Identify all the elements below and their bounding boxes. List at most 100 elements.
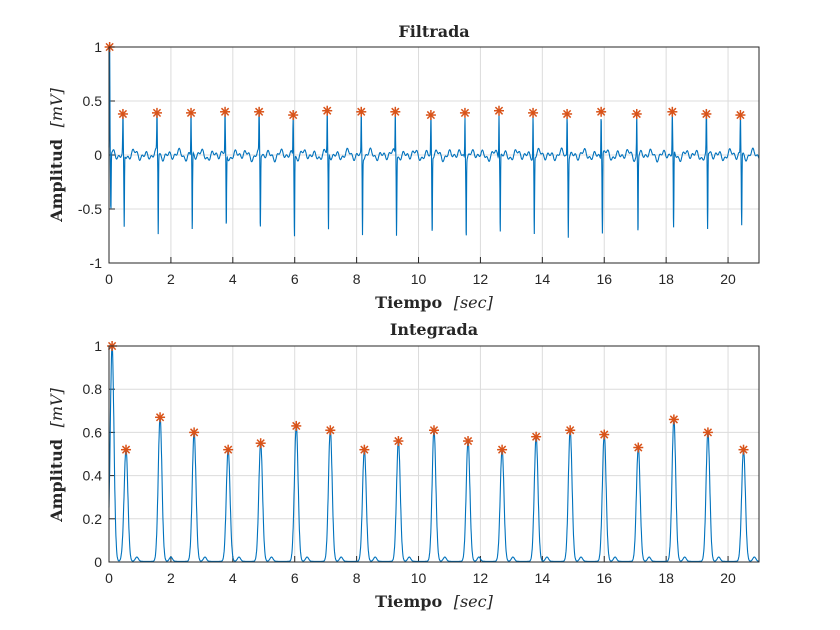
peak-marker (562, 108, 573, 119)
y-axis-label: Amplitud [mV] (47, 387, 66, 522)
marker-stroke (224, 445, 233, 454)
marker-stroke (669, 415, 679, 424)
peak-marker (429, 425, 439, 436)
marker-stroke (632, 109, 641, 119)
chart-title: Filtrada (398, 22, 469, 41)
peak-marker (702, 427, 713, 438)
x-tick-label: 14 (535, 271, 551, 287)
marker-stroke (189, 428, 199, 437)
peak-markers (107, 341, 749, 455)
marker-stroke (118, 109, 128, 119)
peak-marker (288, 110, 299, 121)
marker-stroke (152, 108, 162, 118)
x-tick-label: 12 (473, 570, 489, 586)
marker-stroke (254, 107, 264, 116)
peak-marker (668, 414, 679, 425)
marker-stroke (289, 110, 298, 120)
x-tick-label: 8 (353, 570, 361, 586)
marker-stroke (463, 436, 473, 446)
x-tick-label: 6 (291, 570, 299, 586)
peak-marker (121, 444, 132, 455)
y-tick-label: 0 (94, 554, 102, 570)
marker-stroke (429, 426, 439, 435)
x-tick-label: 2 (167, 570, 175, 586)
peak-markers (104, 42, 746, 121)
peak-marker (738, 444, 749, 455)
grid-lines (108, 345, 759, 563)
marker-stroke (566, 426, 575, 435)
x-tick-label: 16 (596, 570, 612, 586)
peak-marker (494, 105, 504, 116)
peak-marker (117, 108, 128, 119)
marker-stroke (528, 108, 538, 118)
peak-marker (223, 444, 234, 455)
peak-marker (151, 107, 162, 118)
tick-labels: 0 2 4 6 8 10 12 14 16 18 20 -1 -0.5 0 0.5 1 (78, 39, 736, 287)
peak-marker (390, 106, 401, 117)
y-tick-label: 1 (94, 338, 102, 354)
signal-line (108, 345, 760, 562)
peak-marker (463, 436, 474, 447)
y-tick-label: -1 (90, 255, 103, 271)
marker-stroke (256, 439, 265, 448)
peak-marker (667, 106, 678, 117)
x-tick-label: 18 (658, 570, 674, 586)
x-tick-label: 2 (167, 271, 175, 287)
x-tick-label: 20 (720, 271, 736, 287)
peak-marker (393, 436, 404, 447)
peak-marker (531, 431, 542, 442)
x-tick-label: 6 (291, 271, 299, 287)
x-tick-label: 0 (105, 271, 113, 287)
marker-stroke (703, 428, 713, 437)
y-tick-label: 0.4 (83, 468, 103, 484)
peak-marker (528, 107, 539, 118)
marker-stroke (391, 107, 400, 116)
y-tick-label: -0.5 (78, 201, 102, 217)
marker-stroke (326, 426, 335, 435)
peak-marker (631, 108, 642, 119)
peak-marker (220, 106, 231, 117)
chart-title: Integrada (390, 320, 478, 339)
peak-marker (459, 107, 470, 118)
x-axis-label: Tiempo [sec] (375, 592, 493, 611)
marker-stroke (155, 413, 165, 422)
peak-marker (425, 110, 436, 121)
signal-line (108, 46, 760, 238)
peak-marker (325, 425, 336, 436)
peak-marker (497, 444, 508, 455)
x-tick-label: 10 (411, 570, 427, 586)
marker-stroke (600, 430, 609, 439)
peak-marker (189, 427, 200, 438)
peak-marker (186, 107, 197, 118)
tick-labels: 0 2 4 6 8 10 12 14 16 18 20 0 0.2 0.4 0.6 0.8 1 (83, 338, 737, 586)
x-tick-label: 4 (229, 570, 237, 586)
y-tick-label: 0.5 (83, 93, 103, 109)
marker-stroke (323, 106, 332, 115)
peak-marker (356, 106, 367, 117)
x-tick-label: 4 (229, 271, 237, 287)
peak-marker (254, 106, 265, 117)
axes-box (108, 46, 760, 264)
y-axis-label: Amplitud [mV] (47, 87, 66, 222)
marker-stroke (292, 421, 301, 431)
integrada-plot: Integrada Tiempo [sec] Amplitud [mV] 0 2 4… (47, 320, 760, 611)
peak-marker (596, 106, 607, 117)
marker-stroke (186, 108, 196, 118)
marker-stroke (360, 445, 369, 454)
marker-stroke (497, 445, 507, 454)
peak-marker (735, 110, 746, 121)
x-tick-label: 14 (535, 570, 551, 586)
filtrada-plot: Filtrada Tiempo [sec] Amplitud [mV] 0 2 4 6… (47, 22, 760, 312)
marker-stroke (634, 443, 643, 452)
y-tick-label: 1 (94, 39, 102, 55)
peak-marker (633, 442, 644, 453)
marker-stroke (736, 110, 745, 120)
marker-stroke (702, 109, 711, 119)
marker-stroke (668, 107, 677, 116)
marker-stroke (597, 107, 606, 116)
marker-stroke (494, 106, 504, 115)
x-tick-label: 20 (720, 570, 736, 586)
y-tick-label: 0.2 (83, 511, 103, 527)
y-tick-label: 0.6 (83, 424, 103, 440)
